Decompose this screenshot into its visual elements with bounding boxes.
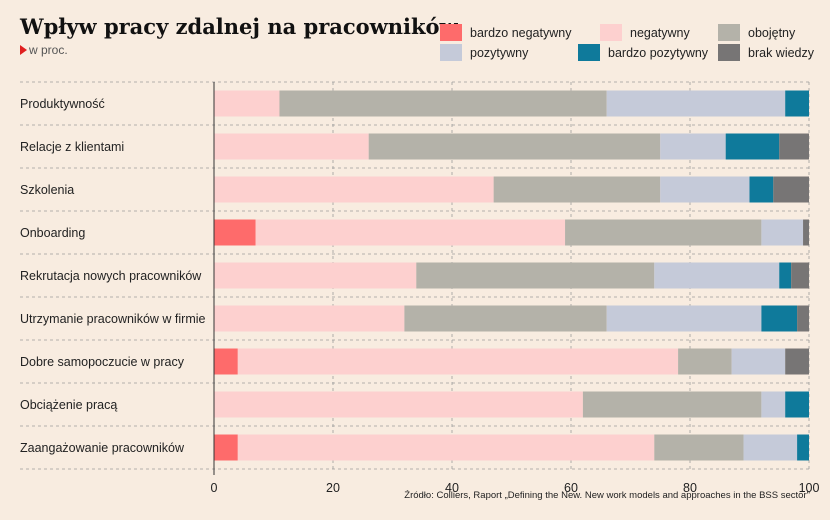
bar-segment [725,133,780,160]
bar-segment [237,434,655,461]
legend-label: brak wiedzy [748,45,814,60]
legend-label: negatywny [630,25,690,40]
bar-segment [214,305,405,332]
legend-swatch [578,44,600,61]
bar-segment [779,133,809,160]
category-label: Zaangażowanie pracowników [20,441,185,455]
triangle-marker-icon [20,45,27,55]
legend-swatch [440,24,462,41]
bar-segment [779,262,792,289]
bar-segment [214,348,238,375]
bar-segment [582,391,762,418]
bar-segment [761,305,798,332]
bar-segment [749,176,774,203]
bar-segment [660,133,726,160]
chart-subtitle: w proc. [20,43,68,57]
category-label: Utrzymanie pracowników w firmie [20,312,206,326]
bar-segment [214,90,280,117]
legend-item: obojętny [718,24,795,41]
legend-swatch [600,24,622,41]
bar-segment [743,434,798,461]
bar-segment [761,219,804,246]
legend-label: bardzo pozytywny [608,45,709,60]
bar-segment [761,391,786,418]
category-label: Obciążenie pracą [20,398,117,412]
bar-segment [214,176,494,203]
subtitle-text: w proc. [29,43,68,57]
category-label: Dobre samopoczucie w pracy [20,355,185,369]
category-label: Onboarding [20,226,85,240]
legend-label: bardzo negatywny [470,25,572,40]
legend-swatch [440,44,462,61]
bar-segment [678,348,732,375]
bar-segment [606,305,762,332]
x-tick-label: 40 [445,481,459,495]
bar-segment [797,305,809,332]
legend-item: bardzo negatywny [440,24,571,41]
x-tick-label: 0 [211,481,218,495]
legend-item: bardzo pozytywny [578,44,708,61]
bar-segment [237,348,679,375]
bar-segment [791,262,809,289]
category-label: Relacje z klientami [20,140,124,154]
bar-segment [214,262,417,289]
bar-segment [214,133,369,160]
bar-segment [785,348,809,375]
bar-segment [416,262,655,289]
bar-segment [404,305,607,332]
bar-segment [214,219,256,246]
legend-label: pozytywny [470,45,529,60]
legend-item: pozytywny [440,44,528,61]
x-tick-label: 80 [683,481,697,495]
x-tick-label: 20 [326,481,340,495]
bar-segment [214,434,238,461]
bar-segment [803,219,809,246]
bar-segment [731,348,786,375]
legend-swatch [718,44,740,61]
legend-label: obojętny [748,25,796,40]
bar-segment [493,176,661,203]
bar-segment [654,434,744,461]
category-label: Produktywność [20,97,105,111]
bar-segment [785,391,809,418]
bar-segment [785,90,809,117]
bar-segment [660,176,750,203]
source-note: Źródło: Colliers, Raport „Defining the N… [404,490,810,501]
bar-segment [255,219,566,246]
bar-segment [606,90,786,117]
legend-item: negatywny [600,24,690,41]
bar-segment [654,262,780,289]
bar-segment [565,219,762,246]
legend-item: brak wiedzy [718,44,814,61]
category-label: Rekrutacja nowych pracowników [20,269,202,283]
bar-segment [279,90,607,117]
bar-segment [797,434,809,461]
bar-segment [773,176,809,203]
x-tick-label: 100 [799,481,820,495]
chart-title: Wpływ pracy zdalnej na pracowników [20,14,458,39]
bar-segment [368,133,661,160]
x-tick-label: 60 [564,481,578,495]
bar-segment [214,391,583,418]
legend-swatch [718,24,740,41]
category-label: Szkolenia [20,183,74,197]
